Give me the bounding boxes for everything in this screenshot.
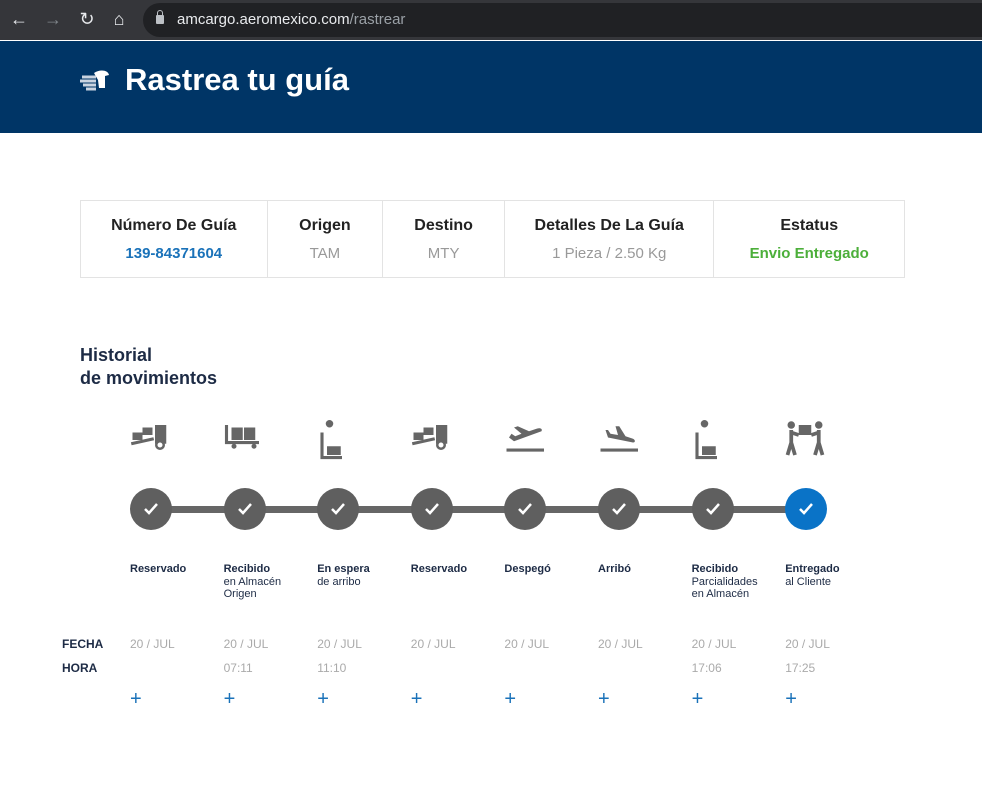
expand-step-button[interactable]: +: [130, 688, 142, 710]
step-label: Recibido Parcialidades en Almacén: [692, 563, 760, 601]
history-title: Historial de movimientos: [80, 344, 217, 390]
step-status-circle: [785, 488, 828, 530]
check-icon: [612, 503, 626, 515]
summary-label: Estatus: [780, 217, 839, 234]
history-title-line1: Historial: [80, 345, 153, 365]
step-label: Entregado al Cliente: [785, 563, 853, 588]
summary-value: MTY: [427, 245, 460, 262]
summary-cell: Estatus Envio Entregado: [714, 201, 904, 277]
step-title: Recibido: [691, 563, 739, 575]
step-date: 20 / JUL: [598, 637, 643, 651]
back-icon[interactable]: ←: [10, 9, 28, 29]
step-time: 17:25: [785, 661, 816, 675]
step-title: Entregado: [785, 563, 840, 575]
step-label: Reservado: [130, 563, 198, 576]
step-time: 11:10: [317, 661, 347, 675]
step-title: Recibido: [223, 563, 271, 575]
expand-step-button[interactable]: +: [598, 688, 610, 710]
guide-summary-table: Número De Guía 139-84371604 Origen TAM Desti…: [80, 200, 905, 278]
step-date: 20 / JUL: [785, 637, 830, 651]
step-status-circle: [410, 488, 453, 530]
step-date: 20 / JUL: [410, 637, 456, 651]
summary-value: Envio Entregado: [749, 245, 869, 262]
aeromexico-logo-icon: [80, 70, 109, 91]
summary-cell: Número De Guía 139-84371604: [81, 201, 268, 277]
expand-step-button[interactable]: +: [410, 688, 423, 710]
summary-cell: Destino MTY: [383, 201, 505, 277]
url-path: /rastrear: [349, 11, 406, 28]
fecha-label: FECHA: [62, 637, 104, 651]
step-time: 17:06: [691, 661, 722, 675]
summary-cell: Origen TAM: [268, 201, 384, 277]
expand-step-button[interactable]: +: [223, 688, 236, 710]
cart-boxes-icon: [224, 425, 259, 449]
check-icon: [144, 503, 158, 515]
hand-truck-wait-icon: [320, 420, 343, 460]
check-icon: [799, 503, 814, 515]
step-label: Reservado: [411, 563, 479, 576]
check-icon: [518, 503, 533, 515]
step-subtitle: al Cliente: [785, 575, 832, 588]
hora-label: HORA: [62, 661, 98, 675]
check-icon: [424, 503, 439, 515]
expand-step-button[interactable]: +: [504, 688, 517, 710]
check-icon: [331, 503, 346, 515]
address-bar[interactable]: amcargo.aeromexico.com/rastrear: [143, 3, 982, 37]
step-label: Recibido en Almacén Origen: [224, 563, 292, 601]
summary-value: TAM: [309, 245, 341, 262]
step-status-circle: [691, 488, 734, 530]
people-delivery-icon: [785, 421, 825, 456]
step-status-circle: [223, 488, 266, 530]
history-title-line2: de movimientos: [80, 368, 218, 388]
check-icon: [237, 503, 252, 515]
step-date: 20 / JUL: [504, 637, 550, 651]
step-subtitle: de arribo: [317, 575, 361, 588]
summary-label: Detalles De La Guía: [534, 217, 684, 234]
step-date: 20 / JUL: [130, 637, 175, 651]
step-date: 20 / JUL: [691, 637, 737, 651]
url-host: amcargo.aeromexico.com: [177, 11, 350, 28]
plane-takeoff-icon: [506, 426, 545, 452]
expand-step-button[interactable]: +: [317, 688, 329, 710]
check-icon: [705, 503, 720, 515]
summary-cell: Detalles De La Guía 1 Pieza / 2.50 Kg: [505, 201, 715, 277]
summary-label: Origen: [299, 217, 351, 234]
summary-label: Destino: [414, 217, 473, 234]
summary-value: 1 Pieza / 2.50 Kg: [552, 245, 667, 262]
step-time: 07:11: [223, 661, 253, 675]
step-title: Reservado: [410, 563, 468, 575]
forward-icon[interactable]: →: [44, 9, 62, 29]
reload-icon[interactable]: ↻: [79, 9, 95, 29]
step-label: Arribó: [598, 563, 666, 576]
step-status-circle: [130, 488, 172, 530]
step-title: Arribó: [598, 563, 631, 575]
forklift-icon: [130, 425, 167, 450]
step-label: Despegó: [504, 563, 572, 576]
lock-icon: [156, 10, 164, 24]
step-title: En espera: [317, 563, 370, 575]
step-title: Reservado: [130, 563, 187, 575]
step-date: 20 / JUL: [317, 637, 362, 651]
summary-label: Número De Guía: [111, 217, 237, 234]
step-title: Despegó: [504, 563, 551, 575]
page-title: Rastrea tu guía: [125, 62, 349, 97]
step-date: 20 / JUL: [223, 637, 269, 651]
plane-landing-icon: [600, 426, 638, 452]
home-icon[interactable]: ⌂: [113, 9, 125, 29]
step-subtitle: en Almacén Origen: [223, 575, 282, 601]
summary-value: 139-84371604: [125, 245, 223, 262]
expand-step-button[interactable]: +: [691, 688, 704, 710]
forklift-icon: [411, 425, 448, 450]
step-status-circle: [504, 488, 547, 530]
browser-toolbar: ← → ↻ ⌂ amcargo.aeromexico.com/rastrear: [0, 0, 982, 40]
expand-step-button[interactable]: +: [785, 688, 797, 710]
page-header: Rastrea tu guía: [0, 41, 982, 133]
step-label: En espera de arribo: [317, 563, 385, 588]
step-status-circle: [317, 488, 360, 530]
hand-truck-wait-icon: [695, 420, 717, 460]
step-subtitle: Parcialidades en Almacén: [691, 575, 758, 601]
step-status-circle: [598, 488, 640, 530]
timeline-track: [151, 506, 806, 513]
